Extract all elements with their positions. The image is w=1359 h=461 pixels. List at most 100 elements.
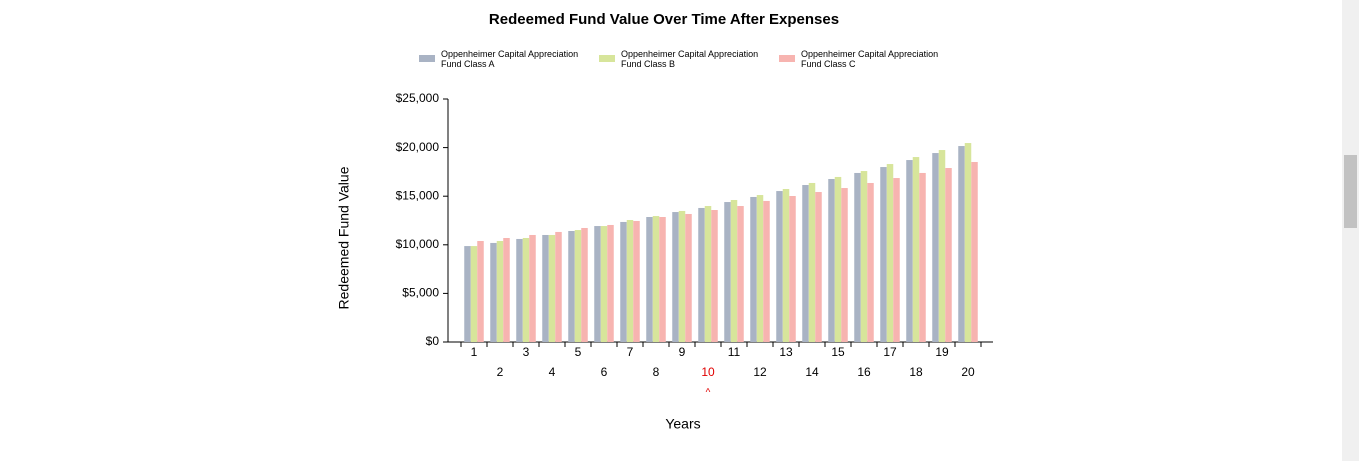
bar [490, 242, 497, 342]
bar [750, 196, 757, 342]
y-tick-label: $15,000 [396, 188, 440, 202]
bar [620, 221, 627, 342]
x-tick-label: 12 [753, 365, 767, 379]
legend-label: Oppenheimer Capital Appreciation Fund Cl… [801, 49, 939, 69]
bar [763, 200, 770, 342]
x-tick-label: 1 [471, 345, 478, 359]
bar [607, 224, 614, 342]
bar [932, 153, 939, 342]
bar [503, 237, 510, 342]
x-tick-label: 9 [679, 345, 686, 359]
bar [893, 178, 900, 342]
x-tick-label: 20 [961, 365, 975, 379]
scrollbar[interactable] [1342, 0, 1359, 461]
bar [646, 217, 653, 342]
x-tick-label: 14 [805, 365, 819, 379]
y-tick-label: $10,000 [396, 237, 440, 251]
bar [860, 171, 868, 342]
bar [782, 189, 790, 342]
bar [678, 210, 686, 342]
x-tick-label: 18 [909, 365, 923, 379]
bar [828, 178, 835, 342]
bar [704, 206, 712, 342]
bar [685, 213, 692, 342]
bar [971, 161, 978, 342]
bar [867, 182, 874, 342]
chart-title: Redeemed Fund Value Over Time After Expe… [489, 11, 839, 28]
bar [802, 185, 809, 342]
x-tick-label: 16 [857, 365, 871, 379]
bar [945, 168, 952, 342]
legend-swatch [599, 55, 615, 62]
x-tick-label: 6 [601, 365, 608, 379]
bar [659, 217, 666, 342]
bar [854, 172, 861, 342]
x-tick-label: 19 [935, 345, 949, 359]
legend-item: Oppenheimer Capital Appreciation Fund Cl… [419, 49, 586, 69]
legend-item: Oppenheimer Capital Appreciation Fund Cl… [779, 49, 946, 69]
bar [938, 150, 946, 342]
bar [568, 230, 575, 342]
legend-item: Oppenheimer Capital Appreciation Fund Cl… [599, 49, 766, 69]
bar [594, 226, 601, 342]
bar [581, 227, 588, 342]
scrollbar-thumb[interactable] [1344, 155, 1357, 228]
bar [789, 196, 796, 342]
bar [672, 212, 679, 342]
bar [912, 157, 920, 342]
bar [470, 246, 478, 342]
x-tick-label: 5 [575, 345, 582, 359]
bar [574, 230, 582, 342]
legend-label: Oppenheimer Capital Appreciation Fund Cl… [621, 49, 759, 69]
bar [776, 191, 783, 342]
bar [958, 146, 965, 342]
bar [730, 199, 738, 342]
x-tick-label: 17 [883, 345, 897, 359]
bar [522, 237, 530, 342]
bar [815, 192, 822, 342]
bar [548, 234, 556, 342]
legend-label: Oppenheimer Capital Appreciation Fund Cl… [441, 49, 579, 69]
bar [698, 207, 705, 342]
x-tick-label: 10 [701, 365, 715, 379]
bar [724, 202, 731, 342]
x-tick-label: 7 [627, 345, 634, 359]
y-tick-label: $25,000 [396, 91, 440, 105]
bar [496, 241, 504, 342]
bar [555, 231, 562, 342]
bar [542, 234, 549, 342]
y-axis-label: Redeemed Fund Value [336, 166, 352, 309]
y-tick-label: $0 [426, 334, 440, 348]
bar [880, 167, 887, 342]
bar [600, 226, 608, 342]
highlight-marker: ^ [706, 388, 711, 399]
bar [516, 238, 523, 342]
bar [906, 160, 913, 342]
x-tick-label: 3 [523, 345, 530, 359]
y-tick-label: $20,000 [396, 140, 440, 154]
x-tick-label: 11 [728, 345, 741, 359]
x-tick-label: 15 [831, 345, 845, 359]
bar [529, 234, 536, 342]
x-tick-label: 2 [497, 365, 504, 379]
bar [652, 216, 660, 342]
bar [711, 210, 718, 342]
bar [464, 246, 471, 342]
bar [633, 220, 640, 342]
bar [737, 206, 744, 342]
bar [626, 220, 634, 342]
x-tick-label: 13 [779, 345, 793, 359]
legend: Oppenheimer Capital Appreciation Fund Cl… [419, 49, 946, 69]
x-tick-label: 8 [653, 365, 660, 379]
bar [834, 176, 842, 342]
bar [477, 241, 484, 342]
x-axis-label: Years [665, 416, 700, 432]
legend-swatch [419, 55, 435, 62]
y-tick-label: $5,000 [402, 286, 439, 300]
bar [756, 195, 764, 342]
bar [808, 182, 816, 342]
bar [964, 143, 972, 342]
legend-swatch [779, 55, 795, 62]
